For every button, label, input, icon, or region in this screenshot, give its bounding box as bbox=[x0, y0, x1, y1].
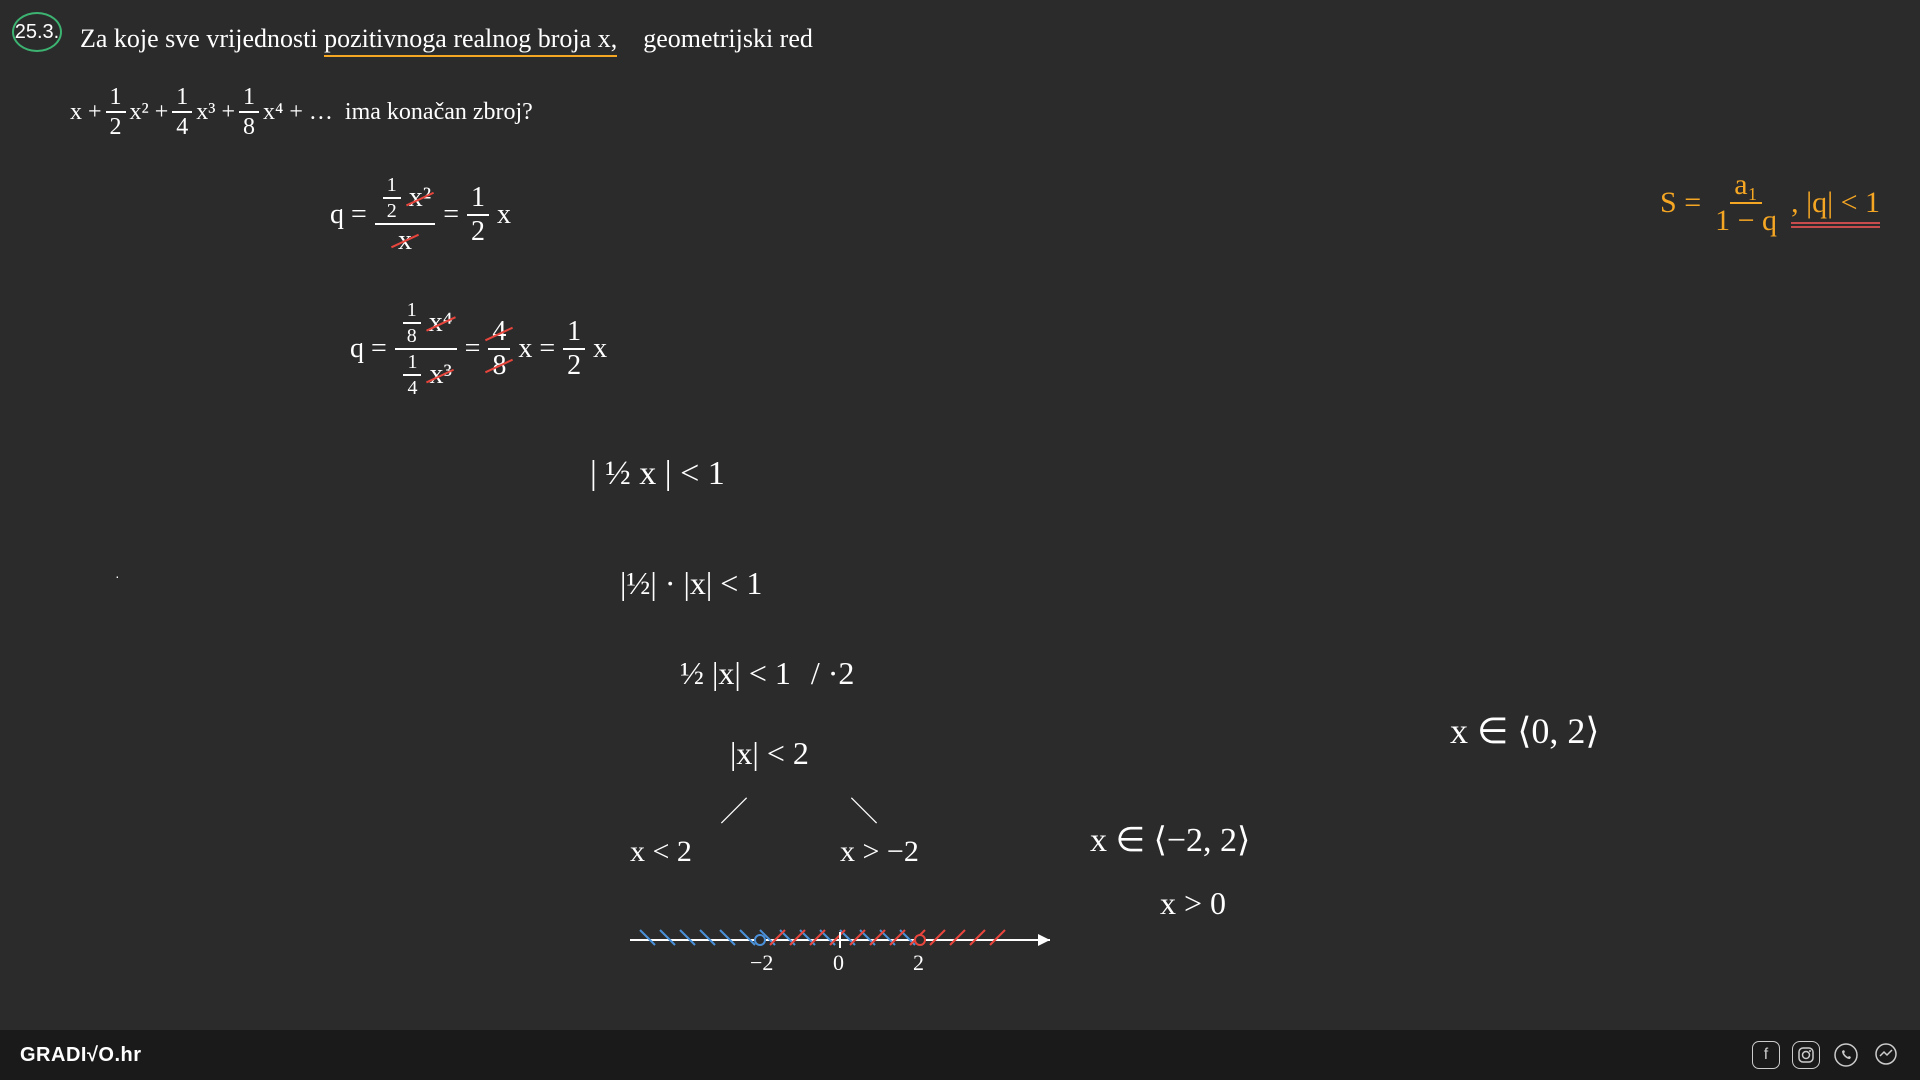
brand-logo: GRADI√O.hr bbox=[20, 1044, 142, 1067]
svg-text:−2: −2 bbox=[750, 950, 773, 975]
formula-cond: , |q| < 1 bbox=[1791, 186, 1880, 220]
step3: ½ |x| < 1 / ·2 bbox=[680, 655, 854, 692]
x-positive: x > 0 bbox=[1160, 885, 1226, 922]
messenger-icon[interactable] bbox=[1872, 1041, 1900, 1069]
q-calc-1: q = 1 2 x² x = 1 2 x bbox=[330, 175, 511, 255]
frac-half: 1 2 bbox=[106, 85, 126, 139]
branch-right: x > −2 bbox=[840, 835, 919, 869]
series-x: x + bbox=[70, 99, 102, 126]
formula-frac: a₁ 1 − q bbox=[1711, 170, 1781, 236]
step2: |½| · |x| < 1 bbox=[620, 565, 762, 602]
frac-eighth: 1 8 bbox=[239, 85, 259, 139]
sum-formula: S = a₁ 1 − q , |q| < 1 bbox=[1660, 170, 1880, 236]
social-links: f bbox=[1752, 1041, 1900, 1069]
svg-text:2: 2 bbox=[913, 950, 924, 975]
branch-left: x < 2 bbox=[630, 835, 692, 869]
q-calc-2: q = 1 8 x⁴ 1 4 x³ = 4 8 x = 1 bbox=[350, 300, 607, 398]
question-series: x + 1 2 x² + 1 4 x³ + 1 8 x⁴ + … ima kon… bbox=[70, 85, 533, 139]
frac-quarter: 1 4 bbox=[172, 85, 192, 139]
problem-number-badge: 25.3. bbox=[12, 12, 62, 52]
interval-result: x ∈ ⟨−2, 2⟩ bbox=[1090, 820, 1250, 860]
dot-artifact: · bbox=[115, 568, 120, 584]
footer-bar: GRADI√O.hr f bbox=[0, 1030, 1920, 1080]
q-text: Za koje sve vrijednosti bbox=[80, 24, 318, 53]
branch-slash-l: ／ bbox=[720, 790, 748, 830]
branch-slash-r: ＼ bbox=[850, 790, 878, 830]
question-line1: Za koje sve vrijednosti pozitivnoga real… bbox=[80, 24, 813, 54]
step4: |x| < 2 bbox=[730, 735, 809, 772]
instagram-icon[interactable] bbox=[1792, 1041, 1820, 1069]
step1: | ½ x | < 1 bbox=[590, 455, 725, 493]
svg-text:0: 0 bbox=[833, 950, 844, 975]
final-answer: x ∈ ⟨0, 2⟩ bbox=[1450, 710, 1599, 752]
q-text2: geometrijski red bbox=[643, 24, 813, 53]
problem-number: 25.3. bbox=[15, 21, 59, 44]
chalkboard: 25.3. Za koje sve vrijednosti pozitivnog… bbox=[0, 0, 1920, 1030]
facebook-icon[interactable]: f bbox=[1752, 1041, 1780, 1069]
whatsapp-icon[interactable] bbox=[1832, 1041, 1860, 1069]
number-line: −2 0 2 bbox=[620, 910, 1070, 990]
q-underlined: pozitivnoga realnog broja x, bbox=[324, 24, 617, 57]
